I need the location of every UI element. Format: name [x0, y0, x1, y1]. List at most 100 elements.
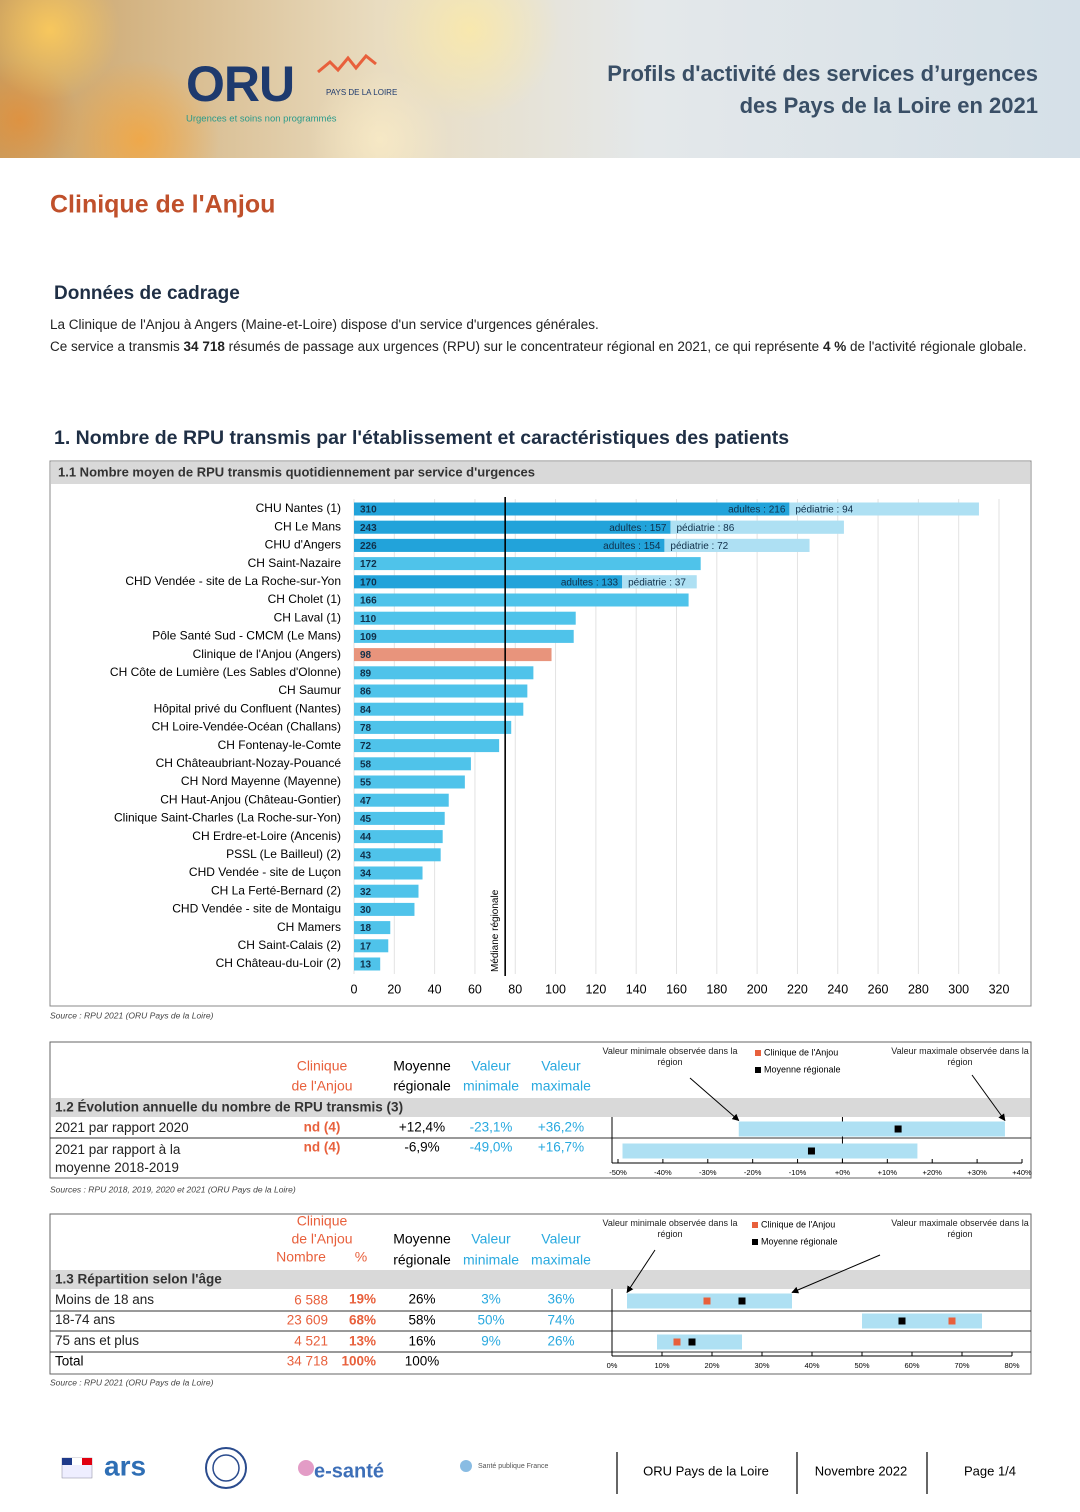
value-cell: 13%	[349, 1334, 376, 1349]
bar-segment	[354, 575, 623, 589]
category-label: CH Haut-Anjou (Château-Gontier)	[160, 792, 341, 806]
value-label: 172	[360, 559, 377, 570]
value-cell: nd (4)	[304, 1140, 341, 1155]
segment-label: adultes : 157	[609, 523, 667, 534]
category-label: CH Cholet (1)	[268, 592, 341, 606]
x-tick-label: 160	[666, 982, 687, 996]
x-tick-label: +30%	[967, 1168, 987, 1177]
marker	[807, 1147, 815, 1155]
sub-header: %	[355, 1249, 367, 1265]
chart-title: 1.1 Nombre moyen de RPU transmis quotidi…	[58, 464, 535, 479]
legend-label: Clinique de l'Anjou	[764, 1047, 838, 1057]
footer-org: ORU Pays de la Loire	[643, 1463, 769, 1478]
segment-label: adultes : 154	[603, 541, 661, 552]
category-label: CHD Vendée - site de Luçon	[189, 865, 341, 879]
bar-segment	[354, 538, 665, 552]
annotation-arrow	[626, 1249, 656, 1294]
count: 4 521	[294, 1334, 328, 1349]
value-cell: 19%	[349, 1292, 376, 1307]
column-header: régionale	[393, 1252, 451, 1268]
x-tick-label: +20%	[923, 1168, 943, 1177]
range-bar	[738, 1121, 1005, 1137]
page-title: Clinique de l'Anjou	[50, 191, 275, 219]
x-tick-label: 300	[948, 982, 969, 996]
value-cell: 9%	[481, 1334, 501, 1349]
segment-label: adultes : 133	[561, 577, 619, 588]
bar	[354, 902, 415, 916]
x-tick-label: 0	[351, 982, 358, 996]
value-cell: +36,2%	[538, 1120, 584, 1135]
logo-asis-inner	[212, 1454, 240, 1482]
value-cell: -6,9%	[404, 1140, 439, 1155]
bar	[354, 720, 512, 734]
logo-zigzag	[317, 53, 377, 74]
annotation-arrow	[791, 1254, 881, 1294]
annotation-arrow	[971, 1074, 1006, 1122]
category-label: CHD Vendée - site de La Roche-sur-Yon	[125, 574, 341, 588]
source: Source : RPU 2021 (ORU Pays de la Loire)	[50, 1010, 214, 1020]
segment-label: adultes : 216	[728, 505, 786, 516]
marker	[738, 1297, 746, 1305]
flag-white	[72, 1458, 82, 1465]
value-label: 86	[360, 687, 372, 698]
legend-label: Moyenne régionale	[761, 1236, 838, 1246]
bar	[354, 775, 465, 789]
marker	[948, 1317, 956, 1325]
x-tick-label: 70%	[954, 1361, 969, 1370]
bar	[354, 739, 500, 753]
value-cell: 36%	[547, 1292, 574, 1307]
header-title: Profils d'activité des services d’urgenc…	[607, 61, 1038, 86]
bar	[354, 702, 524, 716]
value-cell: 68%	[349, 1313, 376, 1328]
table-frame	[49, 1041, 1032, 1179]
bar	[354, 557, 701, 571]
legend-label: Clinique de l'Anjou	[761, 1219, 835, 1229]
column-header: Moyenne	[393, 1058, 451, 1074]
section-bar	[51, 1270, 1030, 1289]
x-tick-label: 120	[585, 982, 606, 996]
marker	[688, 1338, 696, 1346]
value-cell: 26%	[547, 1334, 574, 1349]
bar	[354, 884, 419, 898]
segment-label: pédiatrie : 37	[628, 577, 686, 588]
logo-asis	[205, 1447, 247, 1489]
column-header: Valeur	[541, 1058, 581, 1074]
section-heading: Données de cadrage	[54, 283, 240, 304]
value-label: 170	[360, 577, 377, 588]
value-cell: -23,1%	[470, 1120, 513, 1135]
column-header: maximale	[531, 1078, 591, 1094]
x-tick-label: 20%	[704, 1361, 719, 1370]
legend-swatch	[755, 1050, 761, 1056]
range-bar	[862, 1313, 982, 1329]
x-tick-label: +40%	[1012, 1168, 1032, 1177]
value-label: 34	[360, 869, 372, 880]
bar	[354, 957, 381, 971]
category-label: CH Loire-Vendée-Océan (Challans)	[152, 720, 341, 734]
column-header: de l'Anjou	[291, 1078, 352, 1094]
column-header: Moyenne	[393, 1231, 451, 1247]
category-label: CH Mamers	[277, 920, 341, 934]
bar-segment	[664, 538, 810, 552]
column-header: Clinique	[297, 1213, 348, 1229]
column-header: Valeur	[471, 1231, 511, 1247]
segment-label: pédiatrie : 72	[670, 541, 728, 552]
range-bar	[622, 1143, 918, 1159]
value-label: 58	[360, 759, 372, 770]
value-label: 226	[360, 541, 377, 552]
annotation-arrow	[689, 1077, 740, 1121]
category-label: CH Nord Mayenne (Mayenne)	[181, 774, 341, 788]
value-label: 310	[360, 505, 377, 516]
x-tick-label: -40%	[654, 1168, 672, 1177]
column-header: régionale	[393, 1078, 451, 1094]
marker	[673, 1338, 681, 1346]
bar	[354, 629, 574, 643]
chart-title-bar	[51, 462, 1030, 484]
footer-date: Novembre 2022	[815, 1463, 908, 1478]
legend-swatch	[752, 1239, 758, 1245]
category-label: Clinique Saint-Charles (La Roche-sur-Yon…	[114, 811, 341, 825]
bar	[354, 684, 528, 698]
x-tick-label: 200	[747, 982, 768, 996]
header-title: des Pays de la Loire en 2021	[740, 93, 1038, 118]
value-cell: 3%	[481, 1292, 501, 1307]
